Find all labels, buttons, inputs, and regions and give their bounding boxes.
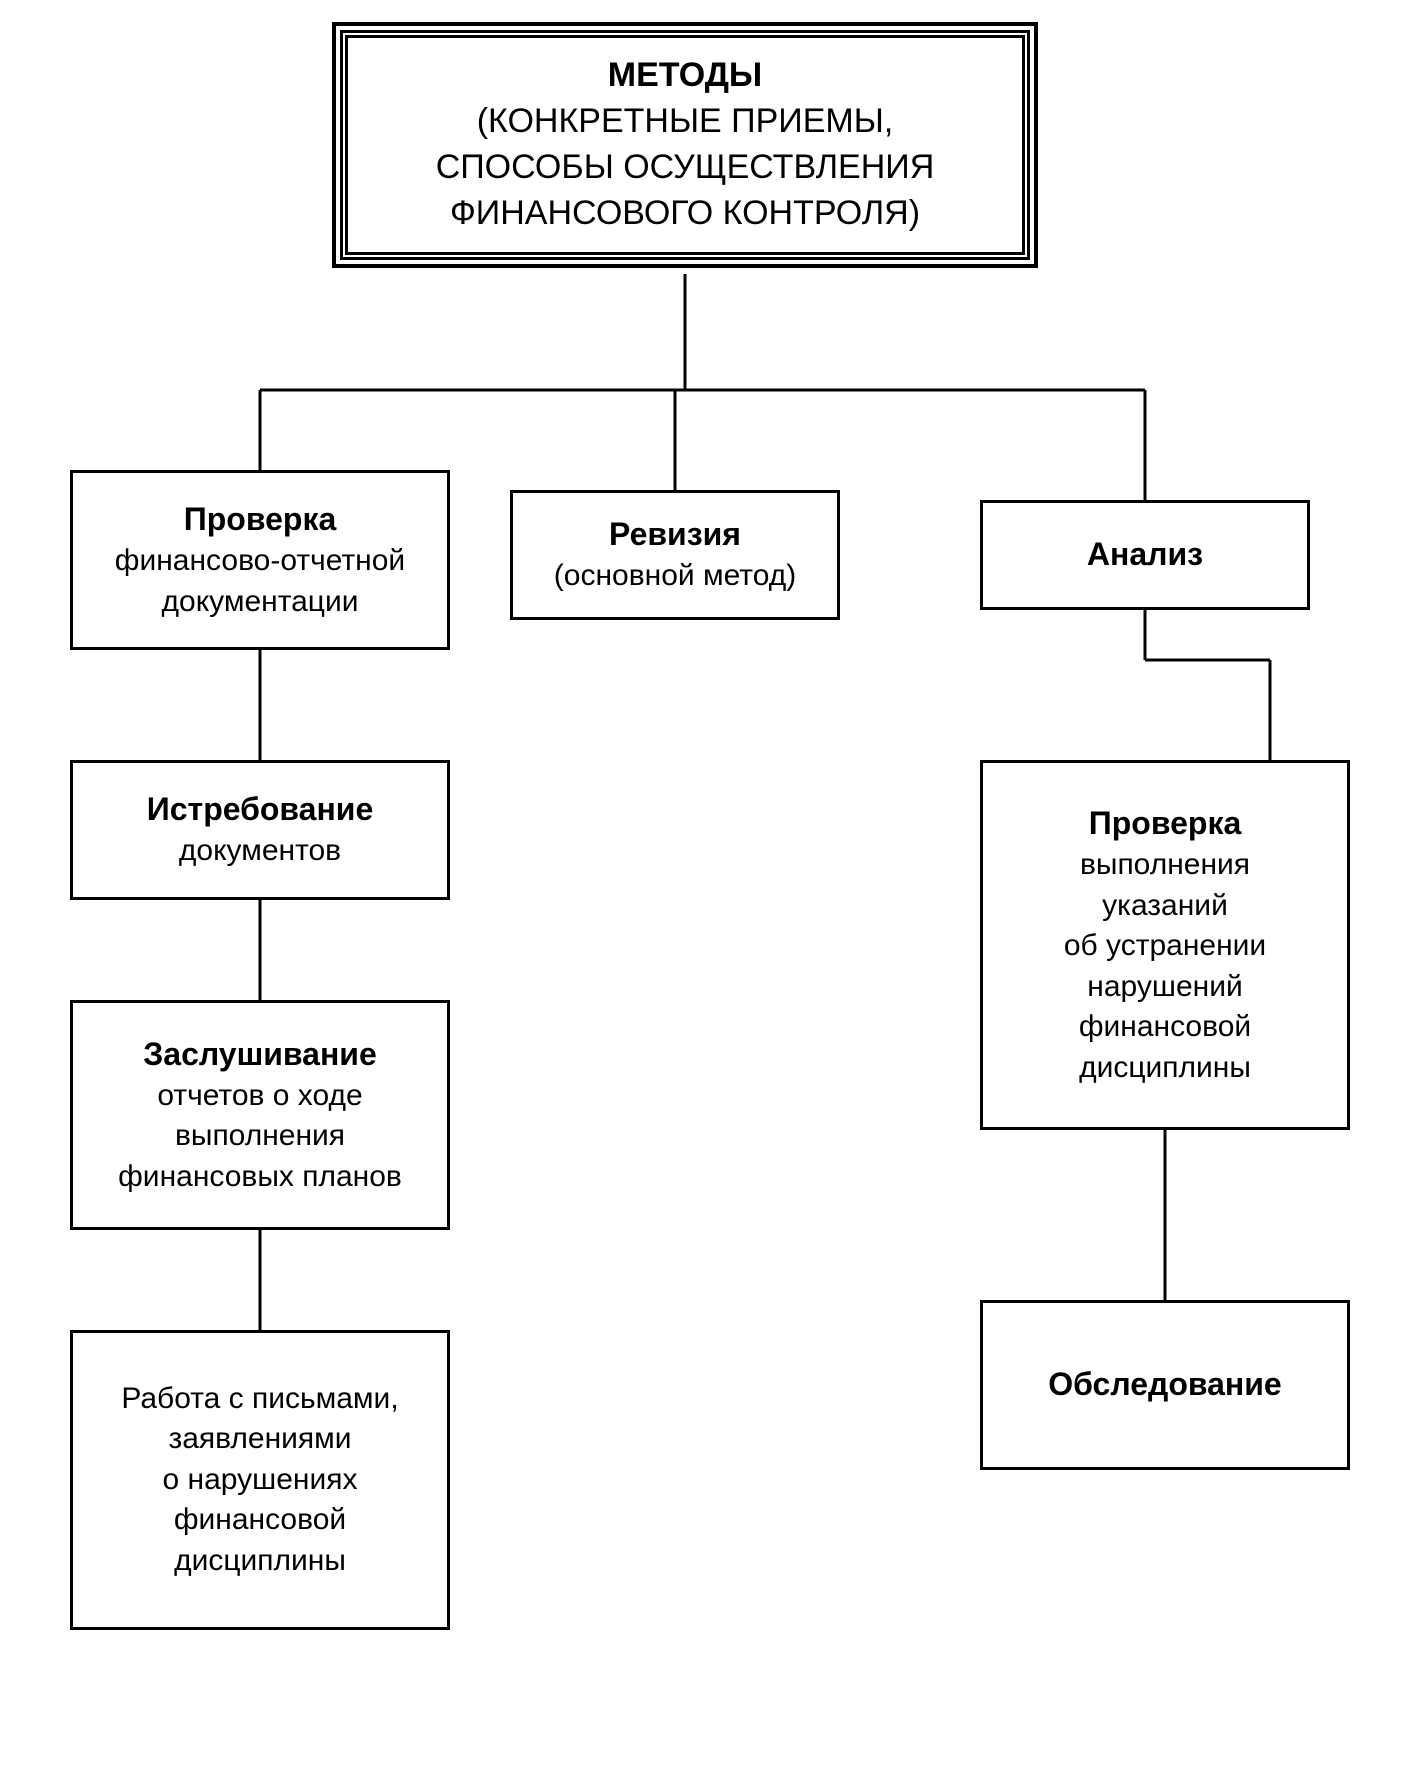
node-reviziya-title: Ревизия (609, 513, 741, 556)
node-proverka-line-1: документации (162, 582, 359, 623)
node-proverka2-line-1: указаний (1102, 886, 1228, 927)
node-root-line-1: СПОСОБЫ ОСУЩЕСТВЛЕНИЯ (436, 145, 935, 191)
node-zaslushivanie-title: Заслушивание (143, 1033, 377, 1076)
node-zaslushivanie-line-0: отчетов о ходе (157, 1076, 362, 1117)
node-proverka-line-0: финансово-отчетной (115, 541, 405, 582)
node-obsledovanie: Обследование (980, 1300, 1350, 1470)
node-root-title: МЕТОДЫ (608, 53, 762, 99)
node-zaslushivanie: Заслушивание отчетов о ходе выполнения ф… (70, 1000, 450, 1230)
diagram-canvas: МЕТОДЫ (КОНКРЕТНЫЕ ПРИЕМЫ, СПОСОБЫ ОСУЩЕ… (0, 0, 1414, 1779)
node-istrebovanie-line-0: документов (179, 831, 341, 872)
node-rabota-line-4: дисциплины (174, 1541, 346, 1582)
node-reviziya-line-0: (основной метод) (554, 556, 796, 597)
node-proverka2-line-2: об устранении (1064, 926, 1266, 967)
node-proverka2-title: Проверка (1089, 802, 1242, 845)
node-proverka2-line-3: нарушений (1087, 967, 1242, 1008)
node-istrebovanie: Истребование документов (70, 760, 450, 900)
node-proverka2-line-5: дисциплины (1079, 1048, 1251, 1089)
node-analiz: Анализ (980, 500, 1310, 610)
node-rabota-line-0: Работа с письмами, (121, 1379, 398, 1420)
node-rabota-line-3: финансовой (174, 1500, 346, 1541)
node-proverka2-line-0: выполнения (1080, 845, 1250, 886)
node-root-line-2: ФИНАНСОВОГО КОНТРОЛЯ) (450, 191, 920, 237)
node-proverka-title: Проверка (184, 498, 337, 541)
node-rabota-line-2: о нарушениях (163, 1460, 358, 1501)
node-reviziya: Ревизия (основной метод) (510, 490, 840, 620)
node-rabota: Работа с письмами, заявлениями о нарушен… (70, 1330, 450, 1630)
node-obsledovanie-title: Обследование (1048, 1363, 1281, 1406)
node-proverka2-line-4: финансовой (1079, 1007, 1251, 1048)
node-zaslushivanie-line-1: выполнения (175, 1116, 345, 1157)
node-zaslushivanie-line-2: финансовых планов (118, 1157, 402, 1198)
node-root: МЕТОДЫ (КОНКРЕТНЫЕ ПРИЕМЫ, СПОСОБЫ ОСУЩЕ… (340, 30, 1030, 260)
node-analiz-title: Анализ (1087, 533, 1203, 576)
node-root-line-0: (КОНКРЕТНЫЕ ПРИЕМЫ, (477, 99, 894, 145)
node-proverka2: Проверка выполнения указаний об устранен… (980, 760, 1350, 1130)
node-proverka: Проверка финансово-отчетной документации (70, 470, 450, 650)
node-istrebovanie-title: Истребование (147, 788, 374, 831)
node-rabota-line-1: заявлениями (168, 1419, 351, 1460)
